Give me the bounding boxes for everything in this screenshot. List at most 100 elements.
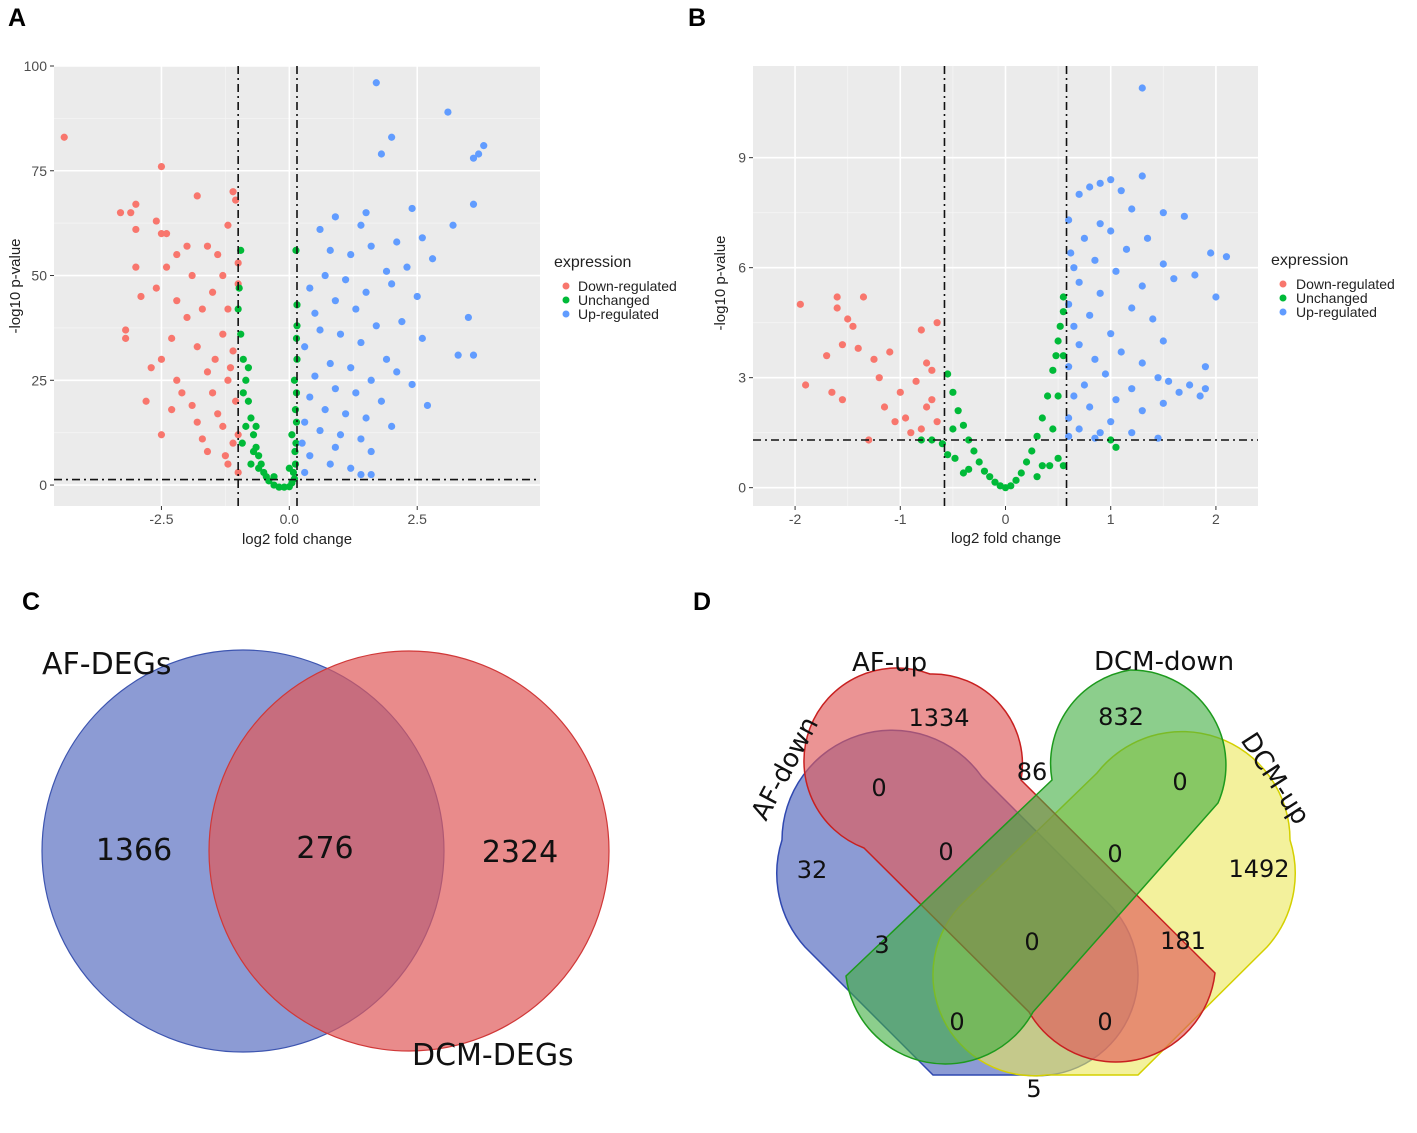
- point-up-regulated-b: [1138, 407, 1146, 415]
- point-unchanged-a: [242, 422, 250, 430]
- venn-count-all-four: 0: [1024, 928, 1039, 956]
- y-tick-label-a: 75: [31, 163, 47, 179]
- point-down-regulated-a: [168, 406, 176, 414]
- point-up-regulated-b: [1170, 275, 1178, 283]
- point-up-regulated-a: [331, 213, 339, 221]
- point-unchanged-a: [292, 439, 300, 447]
- point-up-regulated-a: [449, 221, 457, 229]
- point-up-regulated-a: [372, 322, 380, 330]
- legend-b: expression Down-regulated Unchanged Up-r…: [1271, 252, 1395, 320]
- point-up-regulated-a: [347, 250, 355, 259]
- point-down-regulated-a: [229, 188, 237, 196]
- legend-key-up-b: [1279, 308, 1287, 316]
- point-down-regulated-b: [933, 418, 941, 426]
- point-up-regulated-a: [480, 142, 488, 150]
- point-down-regulated-a: [226, 364, 235, 372]
- point-up-regulated-a: [388, 422, 396, 430]
- point-down-regulated-a: [173, 376, 181, 384]
- point-up-regulated-a: [316, 225, 324, 234]
- point-up-regulated-a: [393, 368, 401, 376]
- point-up-regulated-b: [1122, 245, 1131, 253]
- x-axis-title-a: log2 fold change: [242, 531, 352, 548]
- venn-count-af-up-dcm-down-dcm-up: 0: [1107, 840, 1122, 868]
- point-up-regulated-a: [347, 364, 355, 372]
- point-unchanged-a: [255, 464, 263, 472]
- point-down-regulated-b: [880, 403, 889, 411]
- point-up-regulated-b: [1191, 271, 1199, 279]
- x-tick-label-a: -2.5: [149, 511, 173, 527]
- point-unchanged-b: [1112, 443, 1120, 451]
- point-up-regulated-a: [326, 460, 334, 468]
- points-a: [60, 79, 488, 491]
- point-unchanged-b: [1012, 476, 1020, 484]
- y-tick-label-b: 0: [738, 480, 746, 496]
- point-up-regulated-a: [352, 389, 360, 397]
- point-up-regulated-b: [1065, 363, 1073, 371]
- point-down-regulated-b: [917, 425, 925, 433]
- point-up-regulated-b: [1159, 209, 1167, 217]
- point-down-regulated-a: [193, 418, 201, 426]
- point-up-regulated-a: [398, 318, 406, 326]
- point-unchanged-b: [944, 370, 952, 378]
- point-down-regulated-b: [922, 403, 931, 411]
- point-up-regulated-b: [1075, 341, 1083, 349]
- legend-key-unchanged-b: [1279, 294, 1287, 302]
- point-down-regulated-a: [132, 200, 140, 208]
- point-up-regulated-b: [1201, 385, 1209, 393]
- point-unchanged-a: [285, 464, 293, 472]
- point-unchanged-a: [270, 473, 278, 481]
- x-tick-label-b: 2: [1212, 511, 1220, 527]
- point-down-regulated-b: [922, 359, 931, 367]
- point-down-regulated-a: [157, 162, 166, 171]
- point-up-regulated-a: [306, 452, 314, 460]
- venn-count-af-down-af-up-dcm-up: 0: [1097, 1008, 1112, 1036]
- point-up-regulated-b: [1091, 256, 1099, 264]
- x-tick-label-a: 2.5: [407, 511, 427, 527]
- point-down-regulated-b: [912, 377, 920, 385]
- point-down-regulated-a: [188, 401, 196, 410]
- point-unchanged-b: [1052, 352, 1060, 360]
- ticks-b: -2 -1 0 1 2 0 3 6 9: [738, 150, 1220, 527]
- point-up-regulated-a: [372, 79, 380, 87]
- point-unchanged-b: [1107, 436, 1115, 444]
- point-unchanged-a: [249, 431, 258, 439]
- point-up-regulated-b: [1107, 418, 1115, 426]
- point-up-regulated-b: [1175, 388, 1183, 396]
- point-down-regulated-a: [132, 263, 140, 271]
- point-unchanged-b: [1059, 462, 1067, 470]
- point-down-regulated-a: [127, 209, 135, 217]
- point-up-regulated-b: [1159, 260, 1167, 268]
- point-down-regulated-a: [211, 355, 219, 363]
- point-unchanged-a: [288, 431, 296, 439]
- point-down-regulated-a: [229, 439, 237, 447]
- point-up-regulated-a: [454, 351, 462, 359]
- y-axis-title-a: -log10 p-value: [7, 238, 24, 333]
- point-up-regulated-a: [357, 221, 365, 229]
- point-unchanged-a: [244, 397, 252, 405]
- point-down-regulated-b: [917, 326, 925, 334]
- x-axis-title-b: log2 fold change: [951, 530, 1061, 547]
- point-up-regulated-b: [1138, 282, 1146, 290]
- point-down-regulated-a: [116, 209, 125, 217]
- point-down-regulated-b: [823, 352, 831, 360]
- legend-key-down-a: [562, 282, 570, 290]
- point-down-regulated-a: [173, 250, 181, 259]
- point-unchanged-a: [292, 418, 301, 426]
- point-down-regulated-a: [162, 230, 171, 238]
- y-tick-label-b: 6: [738, 260, 746, 276]
- venn-diagram-two-sets: AF-DEGs DCM-DEGs 1366 276 2324: [41, 647, 610, 1073]
- point-down-regulated-a: [157, 431, 166, 439]
- panel-label-c: C: [22, 588, 41, 616]
- point-up-regulated-a: [311, 372, 319, 380]
- point-up-regulated-a: [469, 154, 478, 162]
- point-unchanged-a: [235, 284, 243, 292]
- point-up-regulated-b: [1212, 293, 1220, 301]
- legend-key-up-a: [562, 310, 570, 318]
- point-down-regulated-a: [219, 422, 227, 430]
- point-unchanged-b: [951, 454, 959, 462]
- point-down-regulated-b: [838, 396, 847, 404]
- point-unchanged-a: [239, 355, 247, 363]
- point-unchanged-a: [244, 364, 252, 372]
- x-tick-label-b: 0: [1002, 511, 1010, 527]
